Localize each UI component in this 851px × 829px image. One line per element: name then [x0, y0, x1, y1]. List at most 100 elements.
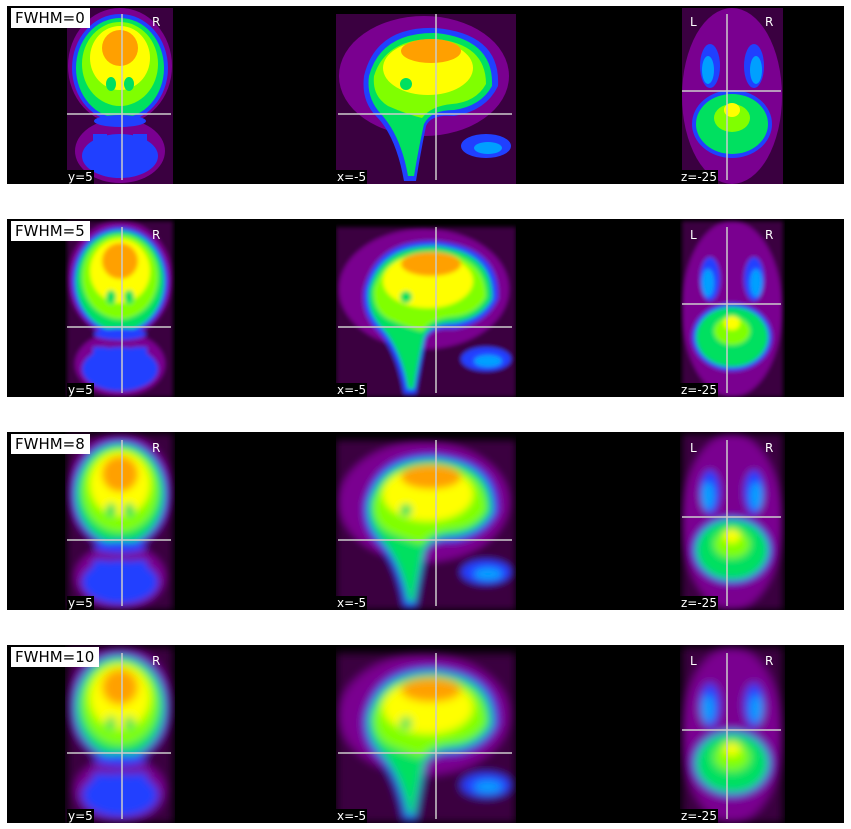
cerebellum-core: [714, 104, 750, 132]
brainstem-hot: [724, 316, 740, 330]
brain-hot-core: [102, 30, 138, 66]
coronal-view: R y=5: [65, 432, 175, 610]
axial-slice-image: [682, 221, 783, 397]
brain-panel-fwhm-10: FWHM=10 R y=5 x=-5 L R z=-25: [7, 645, 844, 823]
panel-title: FWHM=8: [11, 434, 90, 454]
brainstem-hot: [724, 742, 740, 756]
panel-title: FWHM=10: [11, 647, 100, 667]
crosshair: [338, 14, 512, 180]
brain-tissue: [336, 653, 516, 823]
sagittal-slice-image: [336, 440, 516, 610]
crosshair: [682, 14, 781, 180]
panel-title: FWHM=0: [11, 8, 90, 28]
brainstem-hot: [724, 529, 740, 543]
orientation-label-left: L: [690, 441, 697, 455]
orientation-label-right: R: [765, 15, 774, 29]
lower-structure-right: [133, 560, 147, 580]
temporal-right-core: [750, 482, 762, 510]
brain-hot-core: [401, 252, 461, 276]
crosshair: [67, 227, 171, 393]
ventricle-left: [106, 77, 116, 91]
coronal-slice-image: [67, 221, 173, 397]
brain-tissue: [682, 434, 783, 610]
ventricle-marker: [400, 504, 412, 516]
axial-slice-image: [682, 647, 783, 823]
brain-hot-core: [102, 456, 138, 492]
ventricle-right: [124, 77, 134, 91]
crosshair: [338, 227, 512, 393]
axial-slice-image: [682, 434, 783, 610]
brain-tissue: [67, 221, 173, 397]
brain-tissue: [682, 8, 783, 184]
coordinate-label: z=-25: [680, 809, 718, 823]
ventricle-right: [124, 290, 134, 304]
cerebellum-core: [714, 317, 750, 345]
brain-tissue: [682, 221, 783, 397]
axial-slice-image: [682, 8, 783, 184]
coronal-slice-image: [67, 647, 173, 823]
ventricle-left: [106, 503, 116, 517]
panel-title: FWHM=5: [11, 221, 90, 241]
cerebellum-core: [474, 568, 502, 580]
brain-tissue: [682, 647, 783, 823]
coronal-slice-image: [67, 434, 173, 610]
orientation-label-right: R: [765, 654, 774, 668]
coordinate-label: z=-25: [680, 596, 718, 610]
orientation-label-left: L: [690, 15, 697, 29]
orientation-label-left: L: [690, 654, 697, 668]
brain-hot-core: [401, 465, 461, 489]
brainstem-band: [94, 541, 146, 553]
sagittal-view: x=-5: [336, 645, 516, 823]
axial-view: L R z=-25: [680, 432, 785, 610]
brain-panel-fwhm-0: FWHM=0 R y=5 x=-5 L R z=-25: [7, 6, 844, 184]
brain-tissue: [67, 434, 173, 610]
lower-structure-right: [133, 134, 147, 154]
axial-view: L R z=-25: [680, 645, 785, 823]
sagittal-slice-image: [336, 227, 516, 397]
coordinate-label: z=-25: [680, 170, 718, 184]
sagittal-slice-image: [336, 14, 516, 184]
crosshair: [682, 653, 781, 819]
coordinate-label: y=5: [67, 383, 94, 397]
cerebellum-core: [474, 781, 502, 793]
temporal-left-core: [702, 269, 714, 297]
crosshair: [682, 440, 781, 606]
temporal-right-core: [750, 269, 762, 297]
temporal-left-core: [702, 56, 714, 84]
temporal-right-core: [750, 695, 762, 723]
brain-tissue: [336, 440, 516, 610]
coordinate-label: y=5: [67, 809, 94, 823]
sagittal-slice-image: [336, 653, 516, 823]
coordinate-label: y=5: [67, 596, 94, 610]
crosshair: [338, 440, 512, 606]
coronal-view: R y=5: [65, 219, 175, 397]
orientation-label-left: L: [690, 228, 697, 242]
coordinate-label: x=-5: [336, 170, 368, 184]
coordinate-label: x=-5: [336, 596, 368, 610]
lower-structure-left: [93, 773, 107, 793]
orientation-label-right: R: [152, 228, 161, 242]
lower-structure-right: [133, 773, 147, 793]
temporal-left-core: [702, 695, 714, 723]
temporal-left-core: [702, 482, 714, 510]
lower-structure-left: [93, 347, 107, 367]
orientation-label-right: R: [765, 228, 774, 242]
coordinate-label: y=5: [67, 170, 94, 184]
lower-structure-left: [93, 134, 107, 154]
ventricle-left: [106, 290, 116, 304]
coronal-view: R y=5: [65, 6, 175, 184]
cerebellum-core: [714, 743, 750, 771]
ventricle-left: [106, 716, 116, 730]
crosshair: [682, 227, 781, 393]
ventricle-right: [124, 716, 134, 730]
cerebellum-core: [474, 355, 502, 367]
brainstem-band: [94, 115, 146, 127]
cerebellum-core: [474, 142, 502, 154]
brain-panel-fwhm-5: FWHM=5 R y=5 x=-5 L R z=-25: [7, 219, 844, 397]
crosshair: [338, 653, 512, 819]
temporal-right-core: [750, 56, 762, 84]
ventricle-marker: [400, 291, 412, 303]
ventricle-marker: [400, 78, 412, 90]
lower-structure-left: [93, 560, 107, 580]
brain-hot-core: [401, 678, 461, 702]
